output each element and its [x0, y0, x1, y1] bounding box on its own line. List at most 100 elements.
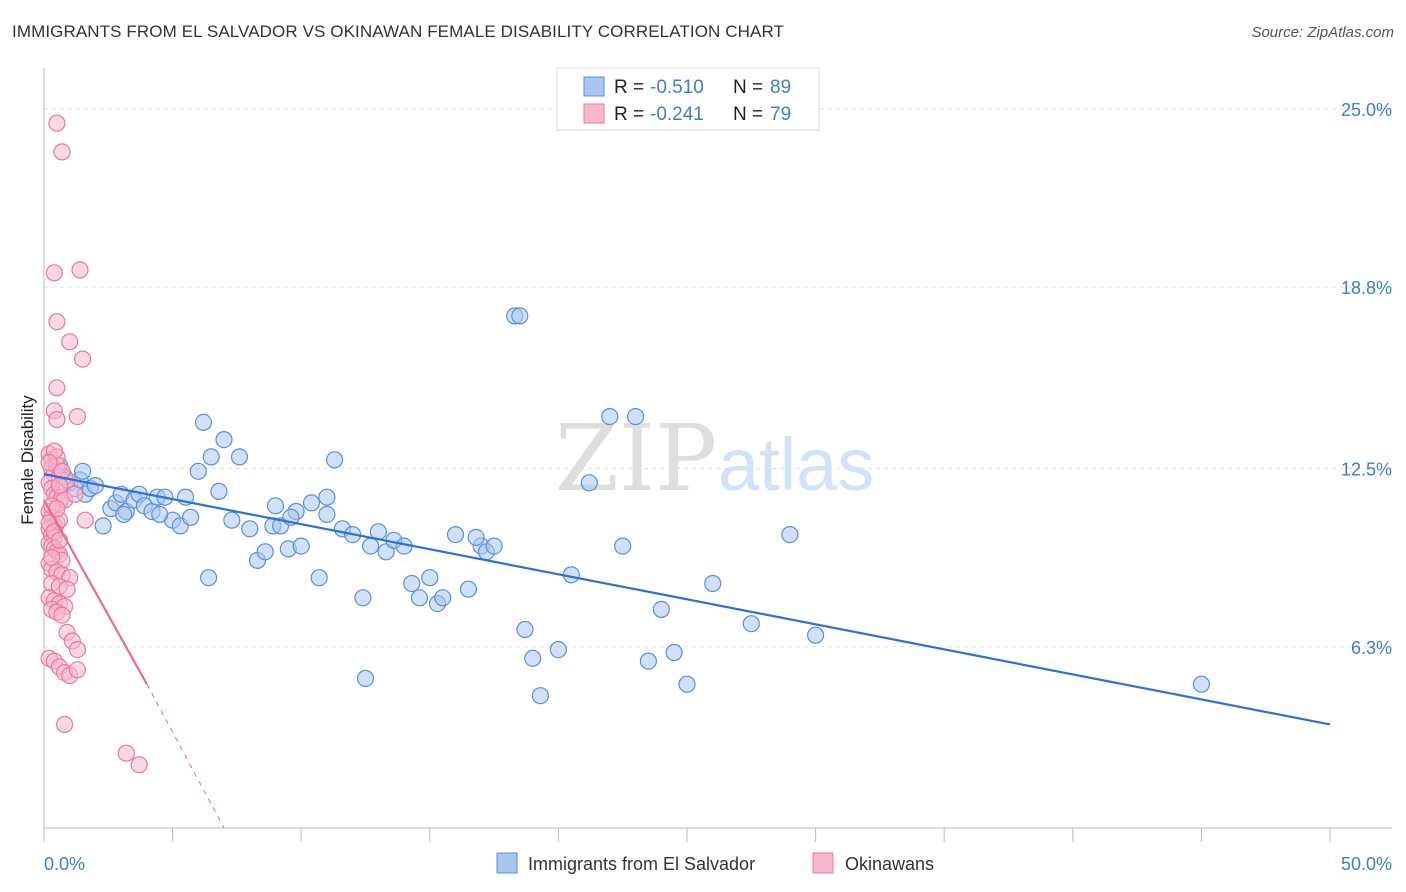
legend: R = -0.510 N = 89 R = -0.241 N = 79	[556, 67, 820, 131]
point-0-51	[410, 589, 429, 607]
point-1-10	[68, 408, 87, 426]
watermark-atlas: atlas	[718, 423, 874, 506]
point-0-28	[223, 511, 241, 529]
trend-line-blue	[43, 473, 1331, 726]
point-0-84	[73, 462, 92, 480]
point-0-54	[434, 589, 452, 607]
point-0-72	[652, 600, 670, 619]
point-1-71	[50, 531, 69, 549]
x-tick-label-0: 0.0%	[44, 854, 85, 874]
point-0-81	[266, 497, 285, 515]
legend-n-value-blue: 89	[770, 77, 791, 98]
trend-layer	[43, 473, 1331, 829]
point-1-6	[73, 350, 92, 368]
source-label: Source: ZipAtlas.com	[1251, 24, 1394, 41]
legend-r-value-blue: -0.510	[650, 77, 704, 98]
bottom-legend-label-blue: Immigrants from El Salvador	[528, 854, 755, 874]
point-1-0	[48, 114, 66, 132]
legend-swatch-pink	[583, 103, 605, 124]
legend-n-label-pink: N =	[733, 104, 763, 125]
point-0-64	[531, 687, 550, 705]
trend-line-pink	[43, 499, 148, 685]
y-tick-label-1: 12.5%	[1341, 459, 1392, 479]
point-0-30	[241, 520, 259, 538]
point-1-78	[40, 454, 58, 472]
point-1-63	[68, 661, 87, 679]
point-0-68	[601, 408, 619, 426]
point-0-44	[354, 589, 372, 607]
point-0-80	[1192, 675, 1211, 693]
point-0-73	[665, 643, 683, 662]
legend-n-value-pink: 79	[770, 104, 791, 125]
point-1-66	[130, 756, 148, 774]
point-0-88	[200, 569, 218, 587]
y-tick-label-3: 25.0%	[1341, 100, 1392, 120]
point-0-25	[202, 448, 220, 466]
point-0-65	[549, 640, 568, 659]
x-tick-label-1: 50.0%	[1341, 854, 1392, 874]
point-0-87	[467, 528, 485, 547]
legend-swatch-blue	[583, 76, 605, 97]
tick-labels: 6.3% 12.5% 18.8% 25.0% 0.0% 50.0%	[44, 100, 1392, 874]
bottom-legend-label-pink: Okinawans	[845, 854, 934, 874]
point-1-7	[48, 379, 66, 397]
trend-line-pink-dashed	[146, 683, 225, 829]
point-0-38	[302, 494, 321, 512]
point-0-76	[742, 615, 760, 633]
series-1	[40, 114, 148, 774]
point-0-86	[318, 505, 336, 524]
point-0-61	[511, 307, 529, 325]
point-0-77	[781, 525, 799, 544]
point-1-5	[61, 333, 79, 351]
series-0	[50, 307, 1211, 705]
legend-r-value-pink: -0.241	[650, 104, 704, 125]
point-1-65	[117, 744, 135, 762]
chart-title: IMMIGRANTS FROM EL SALVADOR VS OKINAWAN …	[12, 22, 784, 41]
point-1-76	[50, 477, 69, 495]
point-1-57	[68, 640, 87, 659]
point-1-30	[76, 511, 94, 529]
point-0-62	[516, 620, 534, 639]
point-1-72	[43, 548, 61, 567]
bottom-legend-swatch-pink	[812, 852, 834, 874]
bottom-legend-swatch-blue	[496, 852, 518, 874]
point-1-9	[48, 410, 66, 429]
point-0-22	[182, 508, 200, 526]
point-0-45	[362, 537, 380, 555]
point-1-3	[71, 261, 89, 279]
point-0-74	[678, 675, 696, 693]
point-0-39	[310, 569, 328, 587]
legend-r-label-blue: R =	[614, 77, 644, 98]
point-0-24	[194, 413, 213, 431]
legend-n-label-blue: N =	[733, 77, 763, 98]
bottom-legend: Immigrants from El Salvador Okinawans	[496, 852, 934, 874]
point-0-50	[403, 574, 421, 593]
y-tick-label-2: 18.8%	[1341, 278, 1392, 298]
point-1-64	[55, 715, 74, 734]
point-0-83	[151, 505, 169, 524]
point-0-23	[189, 462, 207, 480]
point-0-79	[356, 669, 375, 688]
point-0-27	[215, 431, 233, 449]
point-1-1	[53, 143, 71, 161]
point-0-67	[580, 474, 598, 492]
point-0-71	[639, 652, 658, 670]
y-tick-label-0: 6.3%	[1351, 638, 1392, 658]
point-0-59	[485, 537, 503, 555]
series-layer	[40, 114, 1211, 774]
point-0-29	[230, 448, 249, 466]
point-0-78	[806, 626, 825, 644]
point-0-85	[115, 505, 133, 524]
point-0-40	[318, 488, 336, 506]
point-0-52	[421, 569, 439, 587]
grid-lines	[44, 108, 1392, 648]
point-0-41	[326, 451, 344, 469]
point-0-8	[94, 517, 112, 535]
point-1-47	[58, 580, 76, 598]
point-1-4	[48, 313, 66, 331]
point-1-77	[66, 485, 84, 503]
point-0-63	[524, 649, 542, 667]
point-0-69	[626, 408, 645, 426]
point-0-70	[614, 537, 632, 555]
